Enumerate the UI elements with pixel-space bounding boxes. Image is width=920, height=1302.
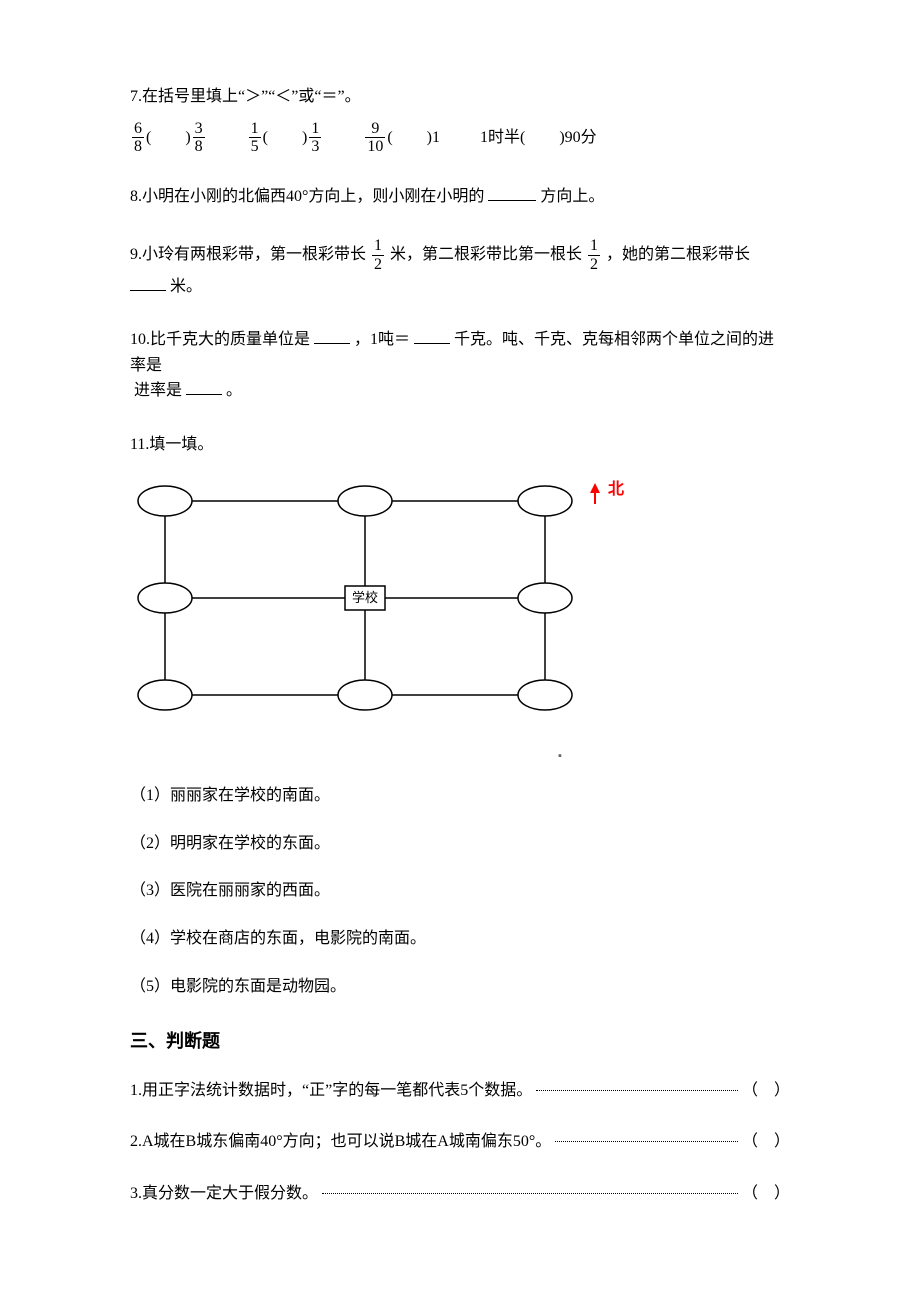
diagram-svg: 学校 [130,468,580,728]
q11-title: 11.填一填。 [130,432,790,458]
q7-row: 6 8 ( ) 3 8 1 5 ( ) 1 3 [130,120,790,156]
q10-cont: 进率是 [134,382,182,399]
q10-blank-3[interactable] [186,378,222,395]
q10-text-a: 10.比千克大的质量单位是 [130,331,310,348]
q11-diagram: 学校 北 [130,468,600,728]
paren-open: ( [520,125,525,151]
question-7: 7.在括号里填上“＞”“＜”或“＝”。 6 8 ( ) 3 8 1 5 ( ) [130,84,790,156]
paren-open: ( [263,125,268,151]
section-3-title: 三、判断题 [130,1027,790,1056]
q10-text-d: 。 [226,382,242,399]
q7-prompt: 7.在括号里填上“＞”“＜”或“＝”。 [130,84,790,110]
paren-close: ) [302,125,307,151]
fraction: 1 2 [588,237,600,273]
q11-sub-1: （1）丽丽家在学校的南面。 [130,783,790,809]
paren-open: ( [387,125,392,151]
fraction: 9 10 [365,120,385,156]
question-9: 9.小玲有两根彩带，第一根彩带长 1 2 米，第二根彩带比第一根长 1 2 ，她… [130,237,790,299]
paren-close: ) [185,125,190,151]
q10-blank-1[interactable] [314,327,350,344]
q7-item-3: 9 10 ( ) 1 [363,120,440,156]
q7-right-text: 90分 [565,125,597,151]
paren-open: ( [146,125,151,151]
dots-leader [322,1193,738,1194]
q9-text-b: 米，第二根彩带比第一根长 [390,246,582,263]
dots-leader [555,1141,738,1142]
fraction: 3 8 [193,120,205,156]
q7-left-text: 1时半 [480,125,520,151]
judge-1-paren[interactable]: （ ） [742,1078,790,1104]
q11-sub-3: （3）医院在丽丽家的西面。 [130,878,790,904]
north-label: 北 [608,477,624,503]
q11-sub-2: （2）明明家在学校的东面。 [130,831,790,857]
fraction: 1 3 [309,120,321,156]
q9-blank[interactable] [130,274,166,291]
q9-text-d: 米。 [170,278,202,295]
q7-item-2: 1 5 ( ) 1 3 [247,120,324,156]
q7-item-1: 6 8 ( ) 3 8 [130,120,207,156]
q11-sub-4: （4）学校在商店的东面，电影院的南面。 [130,926,790,952]
question-8: 8.小明在小刚的北偏西40°方向上，则小刚在小明的 方向上。 [130,184,790,210]
q11-sub-list: （1）丽丽家在学校的南面。 （2）明明家在学校的东面。 （3）医院在丽丽家的西面… [130,783,790,999]
dots-leader [536,1090,738,1091]
judge-3-paren[interactable]: （ ） [742,1181,790,1207]
q7-right-text: 1 [432,125,440,151]
question-11: 11.填一填。 [130,432,790,999]
q8-text-a: 8.小明在小刚的北偏西40°方向上，则小刚在小明的 [130,188,484,205]
judge-3-text: 3.真分数一定大于假分数。 [130,1181,318,1207]
fraction: 1 2 [372,237,384,273]
q9-text-a: 9.小玲有两根彩带，第一根彩带长 [130,246,366,263]
q11-sub-5: （5）电影院的东面是动物园。 [130,974,790,1000]
center-marker: ▪ [330,748,790,766]
north-indicator: 北 [590,476,624,504]
q10-blank-2[interactable] [414,327,450,344]
q10-text-b: ，1吨＝ [354,331,410,348]
question-10: 10.比千克大的质量单位是 ，1吨＝ 千克。吨、千克、克每相邻两个单位之间的进率… [130,327,790,404]
judge-2-paren[interactable]: （ ） [742,1129,790,1155]
school-label: 学校 [352,590,378,605]
q7-item-4: 1时半 ( ) 90分 [480,125,597,151]
q8-text-b: 方向上。 [540,188,604,205]
fraction: 1 5 [249,120,261,156]
fraction: 6 8 [132,120,144,156]
judge-2-text: 2.A城在B城东偏南40°方向；也可以说B城在A城南偏东50°。 [130,1129,551,1155]
judge-3: 3.真分数一定大于假分数。 （ ） [130,1181,790,1207]
judge-1-text: 1.用正字法统计数据时，“正”字的每一笔都代表5个数据。 [130,1078,532,1104]
judge-2: 2.A城在B城东偏南40°方向；也可以说B城在A城南偏东50°。 （ ） [130,1129,790,1155]
q9-text-c: ，她的第二根彩带长 [606,246,750,263]
q8-blank[interactable] [488,184,536,201]
judge-1: 1.用正字法统计数据时，“正”字的每一笔都代表5个数据。 （ ） [130,1078,790,1104]
